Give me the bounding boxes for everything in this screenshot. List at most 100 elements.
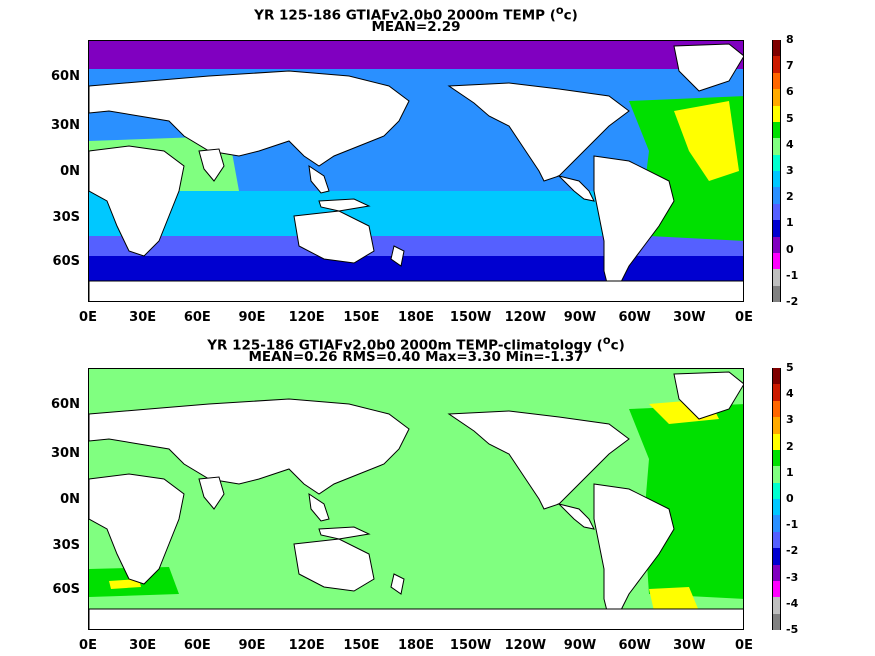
y-tick-label: 30N [51,446,80,461]
north-atlantic-region [674,101,739,181]
colorbar-segment [772,499,781,516]
x-tick-label: 60W [618,310,651,325]
colorbar-label: 0 [786,492,794,505]
colorbar-label: 5 [786,361,794,374]
colorbar-segment [772,449,781,467]
land-mass [557,503,595,530]
land-mass [89,70,410,167]
y-tick-label: 60S [52,582,80,597]
southern-band-2 [89,256,743,281]
colorbar-segment [772,220,781,237]
colorbar-label: 5 [786,111,794,125]
colorbar-label: -2 [786,295,799,308]
land-mass [198,148,225,182]
colorbar-label: -1 [786,268,799,282]
colorbar-label: 4 [786,137,794,151]
y-tick-label: 60S [52,254,80,269]
colorbar-label: 1 [786,216,794,230]
land-mass [447,410,630,510]
colorbar-label: 6 [786,85,794,99]
colorbar-segment [772,548,781,565]
colorbar-segment [772,564,781,581]
colorbar-label: -2 [786,544,799,558]
x-tick-label: 120W [504,638,547,653]
bottom-map-panel [88,368,744,630]
colorbar [772,368,781,630]
bottom-chart-subtitle: MEAN=0.26 RMS=0.40 Max=3.30 Min=-1.37 [248,349,584,365]
colorbar-segment [772,400,781,418]
colorbar-segment [772,482,781,499]
colorbar-segment [772,154,781,171]
colorbar-segment [772,466,781,483]
top-chart-title: YR 125-186 GTIAFv2.0b0 2000m TEMP (oc) [254,4,578,24]
land-mass [89,608,743,629]
colorbar-segment [772,236,781,253]
southern-band-1 [89,236,743,256]
x-tick-label: 90W [563,638,597,653]
land-mass [673,43,743,92]
x-tick-label: 90E [238,638,266,653]
colorbar-segment [772,515,781,532]
land-mass [198,476,225,510]
land-mass [390,573,405,595]
colorbar-label: -1 [786,518,799,532]
land-mass [593,155,675,292]
y-tick-label: 0N [60,492,80,507]
land-mass [89,473,185,585]
colorbar-label: 8 [786,33,794,46]
land-mass [89,280,743,301]
colorbar-label: 7 [786,59,794,73]
colorbar-segment [772,269,781,286]
x-tick-label: 120E [288,310,325,325]
x-tick-label: 90E [238,310,266,325]
colorbar-segment [772,580,781,598]
colorbar-label: 0 [786,242,794,256]
top-map-panel [88,40,744,302]
colorbar-segment [772,138,781,155]
top-chart-subtitle: MEAN=2.29 [371,19,461,35]
x-tick-label: 180E [397,310,435,325]
y-tick-label: 30S [52,210,80,225]
colorbar-segment [772,121,781,139]
colorbar-label: 2 [786,190,794,204]
x-tick-label: 0E [79,638,97,653]
x-tick-label: 120E [288,638,325,653]
southern-indian-yellow [109,579,141,589]
y-tick-label: 0N [60,164,80,179]
colorbar-label: 3 [786,164,794,177]
colorbar-segment [772,72,781,90]
x-tick-label: 30E [129,310,157,325]
x-tick-label: 60W [618,638,651,653]
x-tick-label: 0E [735,638,753,653]
x-tick-label: 0E [735,310,753,325]
colorbar-segment [772,597,781,614]
x-tick-label: 150E [343,638,380,653]
colorbar-segment [772,384,781,401]
colorbar-label: 4 [786,387,794,401]
land-mass [308,492,330,522]
land-mass [89,145,185,257]
land-mass [293,210,375,264]
colorbar-label: 2 [786,439,794,453]
land-mass [557,175,595,202]
colorbar-segment [772,433,781,450]
x-tick-label: 120W [504,310,547,325]
colorbar-label: 1 [786,465,794,479]
land-mass [89,398,410,495]
colorbar-segment [772,252,781,270]
x-tick-label: 60E [183,638,211,653]
x-tick-label: 180E [397,638,435,653]
colorbar-segment [772,531,781,549]
land-mass [447,82,630,182]
bottom-map-plot [89,369,743,629]
land-mass [318,526,371,540]
x-tick-label: 150W [449,638,492,653]
y-tick-label: 60N [51,397,80,412]
land-mass [308,164,330,194]
x-tick-label: 0E [79,310,97,325]
colorbar-segment [772,187,781,204]
land-mass [390,245,405,267]
colorbar-segment [772,40,781,57]
land-mass [293,538,375,592]
x-tick-label: 60E [183,310,211,325]
